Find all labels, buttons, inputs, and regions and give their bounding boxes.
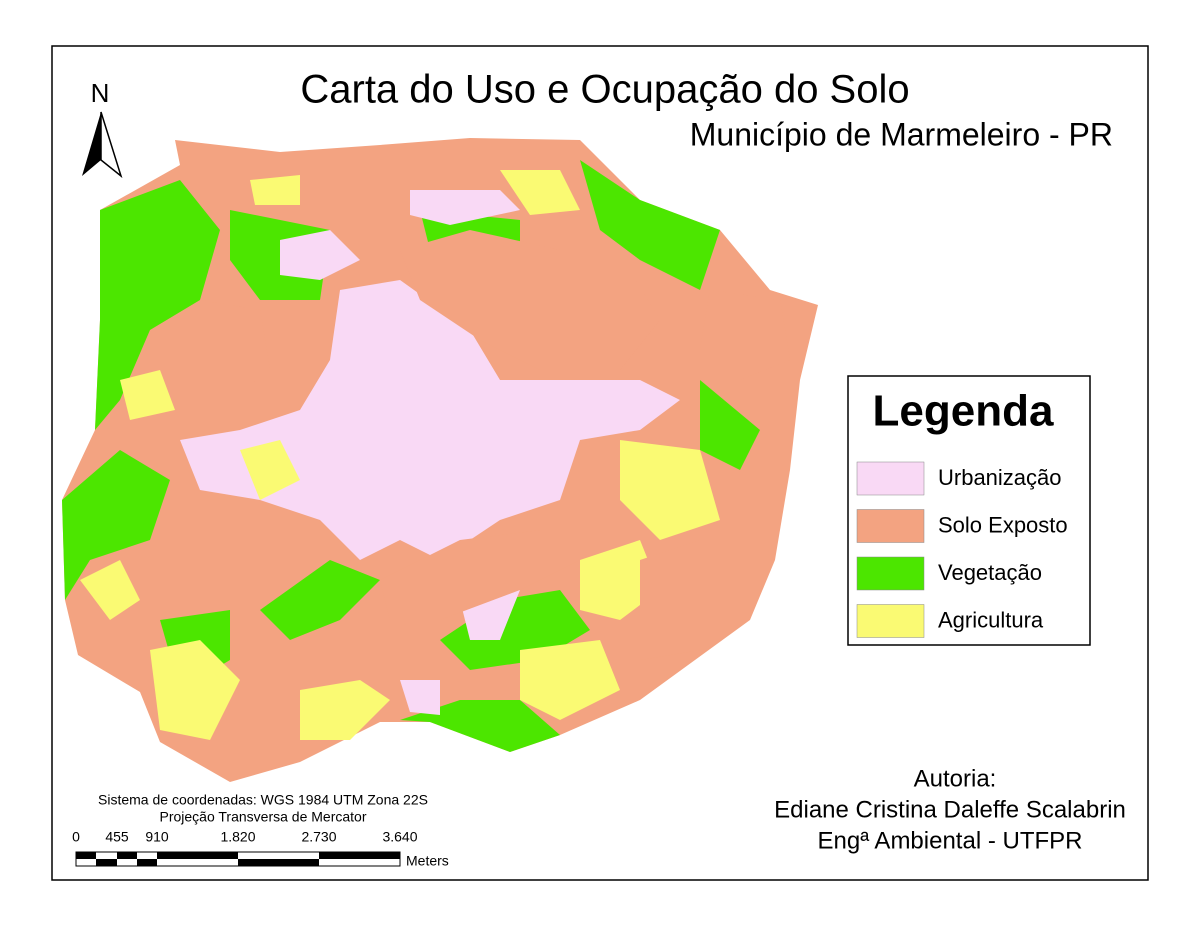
land-use-area [400, 230, 660, 370]
legend-swatch [856, 604, 925, 638]
scale-label: 2.730 [301, 829, 336, 845]
credits-author: Ediane Cristina Daleffe Scalabrin [774, 796, 1126, 823]
north-arrow: N [82, 78, 123, 179]
land-use-area [240, 440, 300, 500]
scale-segment [137, 859, 157, 866]
legend: Legenda Urbanização Solo Exposto Vegetação… [847, 375, 1091, 646]
scale-bar: 0 455 910 1.820 2.730 3.640 Meters [72, 829, 449, 869]
scale-label: 1.820 [220, 829, 255, 845]
map-title: Carta do Uso e Ocupação do Solo [300, 68, 909, 112]
legend-swatch [856, 509, 925, 543]
credits-heading: Autoria: [914, 765, 997, 792]
land-use-area [700, 380, 760, 470]
land-use-area [250, 175, 300, 205]
credits-role: Engª Ambiental - UTFPR [818, 827, 1083, 854]
land-use-area [620, 440, 720, 540]
north-label: N [91, 78, 110, 108]
map-subtitle: Município de Marmeleiro - PR [690, 116, 1113, 152]
land-use-area [700, 290, 790, 380]
projection: Projeção Transversa de Mercator [160, 809, 367, 825]
coordinate-system: Sistema de coordenadas: WGS 1984 UTM Zon… [98, 792, 428, 808]
scale-segment [319, 852, 400, 859]
scale-segment [117, 852, 137, 859]
scale-unit: Meters [406, 853, 449, 869]
land-use-area [280, 230, 360, 280]
scale-segment [76, 852, 96, 859]
land-use-area [150, 640, 240, 740]
land-use-area [260, 560, 380, 640]
land-use-area [120, 370, 175, 420]
land-use-area [400, 680, 440, 715]
land-use-area [380, 530, 580, 620]
land-use-map [62, 138, 818, 782]
land-use-area [580, 160, 720, 290]
land-use-area [300, 680, 390, 740]
scale-label: 910 [145, 829, 169, 845]
legend-label: Urbanização [938, 465, 1062, 490]
scale-segment [157, 852, 238, 859]
legend-swatch [856, 556, 925, 591]
legend-label: Agricultura [938, 607, 1044, 632]
scale-segment [96, 859, 117, 866]
legend-label: Solo Exposto [938, 512, 1068, 537]
scale-label: 0 [72, 829, 80, 845]
land-use-area [80, 560, 140, 620]
land-use-area [520, 640, 620, 720]
land-use-area [180, 280, 680, 560]
land-use-area [500, 170, 580, 215]
legend-label: Vegetação [938, 560, 1042, 585]
scale-label: 455 [105, 829, 129, 845]
scale-label: 3.640 [382, 829, 417, 845]
land-use-area [62, 450, 170, 600]
legend-swatch [856, 461, 925, 496]
land-use-area [200, 300, 270, 400]
land-use-area [95, 180, 220, 430]
land-use-area [640, 540, 750, 660]
scale-segment [238, 859, 319, 866]
legend-title: Legenda [873, 387, 1054, 436]
land-use-area [410, 190, 520, 225]
